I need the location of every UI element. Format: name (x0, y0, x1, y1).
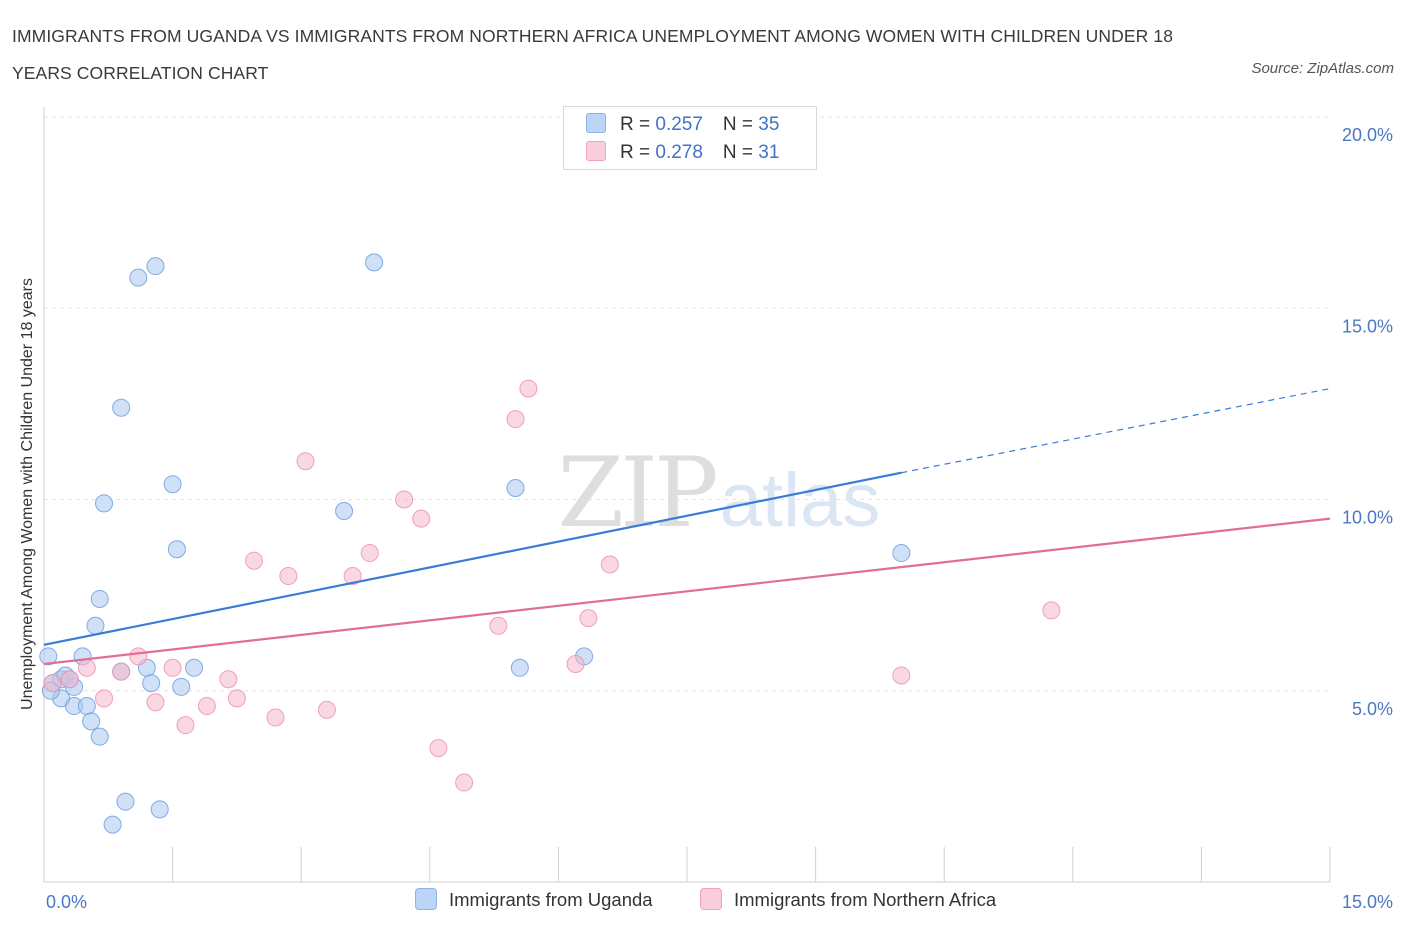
r-label: R = (620, 142, 656, 163)
r-value: 0.278 (655, 142, 703, 163)
point-uganda (150, 800, 169, 819)
legend-swatch-northern-africa (700, 888, 722, 910)
chart-title: IMMIGRANTS FROM UGANDA VS IMMIGRANTS FRO… (12, 26, 1174, 83)
point-uganda (82, 712, 101, 731)
point-uganda (185, 658, 204, 677)
axes (43, 107, 1331, 883)
point-uganda (510, 658, 529, 677)
point-uganda (39, 647, 58, 666)
series-legend: Immigrants from Uganda Immigrants from N… (0, 888, 1406, 916)
data-points (39, 253, 1061, 834)
point-northern-africa (60, 670, 79, 689)
point-northern-africa (455, 773, 474, 792)
legend-swatch-northern-africa (586, 141, 606, 161)
point-northern-africa (566, 654, 585, 673)
watermark-atlas: atlas (720, 458, 881, 543)
legend-item-uganda[interactable]: Immigrants from Uganda (415, 888, 653, 911)
point-northern-africa (1042, 601, 1061, 620)
point-northern-africa (43, 674, 62, 693)
stats-legend: R = 0.257 N = 35 R = 0.278 N = 31 (563, 106, 817, 170)
r-label: R = (620, 114, 656, 135)
point-northern-africa (219, 670, 238, 689)
point-uganda (112, 398, 131, 417)
n-value: 35 (758, 114, 780, 135)
point-uganda (146, 257, 165, 276)
stats-legend-row-northern-africa: R = 0.278 N = 31 (586, 141, 779, 165)
y-tick-label: 15.0% (1342, 316, 1393, 336)
trend-line-uganda (43, 471, 902, 646)
point-northern-africa (360, 544, 379, 563)
grid-lines (44, 116, 1330, 692)
y-tick-label: 5.0% (1352, 699, 1393, 719)
watermark-zip: ZIP (557, 437, 716, 549)
point-uganda (129, 268, 148, 287)
x-tick-labels: 0.0% 15.0% (46, 892, 1393, 912)
point-northern-africa (489, 616, 508, 635)
point-uganda (892, 544, 911, 563)
point-uganda (116, 792, 135, 811)
point-uganda (77, 697, 96, 716)
point-northern-africa (279, 567, 298, 585)
n-label: N = (722, 142, 759, 163)
point-northern-africa (197, 697, 216, 716)
point-northern-africa (77, 658, 96, 677)
point-uganda (90, 589, 109, 608)
point-northern-africa (296, 452, 315, 471)
point-uganda (506, 479, 525, 498)
point-northern-africa (429, 739, 448, 758)
point-northern-africa (343, 567, 362, 585)
point-northern-africa (245, 551, 264, 570)
point-uganda (163, 475, 182, 494)
point-northern-africa (412, 509, 431, 528)
n-value: 31 (758, 142, 780, 163)
legend-label-uganda: Immigrants from Uganda (449, 889, 653, 910)
point-northern-africa (146, 693, 165, 712)
legend-swatch-uganda (415, 888, 437, 910)
trend-line-uganda-extension (901, 387, 1331, 474)
point-northern-africa (227, 689, 246, 708)
point-northern-africa (892, 666, 911, 685)
point-uganda (167, 540, 186, 559)
point-northern-africa (266, 708, 285, 727)
point-uganda (365, 253, 384, 272)
r-value: 0.257 (655, 114, 703, 135)
legend-label-northern-africa: Immigrants from Northern Africa (734, 889, 997, 910)
y-tick-labels: 5.0% 10.0% 15.0% 20.0% (1342, 125, 1393, 719)
point-northern-africa (317, 700, 336, 719)
n-label: N = (722, 114, 759, 135)
point-northern-africa (579, 609, 598, 628)
legend-swatch-uganda (586, 113, 606, 133)
point-uganda (142, 674, 161, 693)
trend-lines (43, 387, 1331, 666)
point-northern-africa (129, 647, 148, 666)
point-northern-africa (176, 716, 195, 735)
point-northern-africa (163, 658, 182, 677)
x-tick-label: 0.0% (46, 892, 87, 912)
point-uganda (103, 815, 122, 834)
trend-line-northern-africa (43, 517, 1331, 666)
point-northern-africa (112, 662, 131, 681)
point-northern-africa (95, 689, 114, 708)
point-northern-africa (519, 379, 538, 398)
legend-item-northern-africa[interactable]: Immigrants from Northern Africa (700, 888, 996, 911)
point-uganda (335, 501, 354, 520)
y-tick-label: 10.0% (1342, 508, 1393, 528)
point-northern-africa (600, 555, 619, 574)
point-uganda (172, 677, 191, 696)
stats-legend-row-uganda: R = 0.257 N = 35 (586, 113, 779, 137)
point-uganda (90, 727, 109, 746)
point-northern-africa (506, 410, 525, 429)
y-tick-label: 20.0% (1342, 125, 1393, 145)
point-uganda (86, 616, 105, 635)
x-tick-label: 15.0% (1342, 892, 1393, 912)
source-label: Source: ZipAtlas.com (1251, 60, 1394, 77)
point-northern-africa (395, 490, 414, 509)
point-uganda (95, 494, 114, 513)
